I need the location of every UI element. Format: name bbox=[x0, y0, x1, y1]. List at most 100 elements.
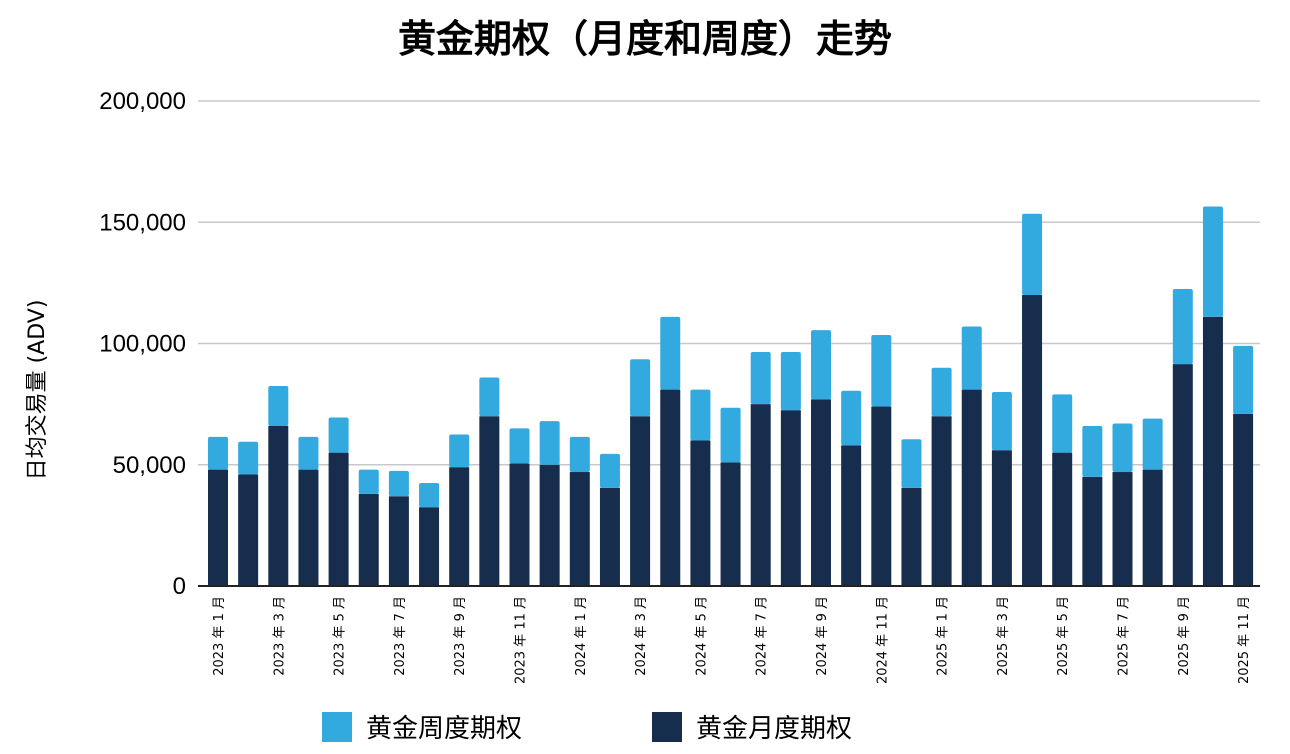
bar-weekly[interactable] bbox=[780, 351, 801, 411]
bar-monthly[interactable] bbox=[208, 469, 228, 586]
bar-weekly[interactable] bbox=[449, 434, 470, 468]
bar-weekly[interactable] bbox=[961, 326, 982, 390]
bar-weekly[interactable] bbox=[539, 421, 560, 465]
bar-weekly[interactable] bbox=[479, 377, 500, 417]
bar-monthly[interactable] bbox=[720, 462, 741, 586]
bar-weekly[interactable] bbox=[1202, 206, 1223, 317]
bar-weekly[interactable] bbox=[358, 469, 379, 494]
bar-weekly[interactable] bbox=[690, 389, 711, 441]
bar-monthly[interactable] bbox=[1052, 452, 1073, 586]
bar-monthly[interactable] bbox=[1142, 469, 1163, 586]
bar-monthly[interactable] bbox=[358, 493, 379, 586]
bar-series bbox=[208, 206, 1254, 587]
bar-monthly[interactable] bbox=[1022, 295, 1043, 586]
x-tick-label: 2023 年 11 月 bbox=[514, 596, 529, 684]
bar-monthly[interactable] bbox=[388, 496, 409, 586]
bar-monthly[interactable] bbox=[509, 463, 530, 586]
bar-weekly[interactable] bbox=[1233, 345, 1254, 414]
bar-monthly[interactable] bbox=[690, 440, 711, 587]
bar-weekly[interactable] bbox=[509, 428, 530, 464]
x-tick-label: 2024 年 3 月 bbox=[634, 596, 649, 676]
bar-monthly[interactable] bbox=[539, 464, 560, 586]
bar-weekly[interactable] bbox=[238, 441, 259, 475]
bar-monthly[interactable] bbox=[1172, 364, 1193, 586]
bar-monthly[interactable] bbox=[630, 416, 651, 586]
bar-weekly[interactable] bbox=[1142, 418, 1163, 470]
bar-monthly[interactable] bbox=[1082, 476, 1103, 586]
bar-weekly[interactable] bbox=[1172, 288, 1193, 365]
bar-monthly[interactable] bbox=[268, 425, 289, 586]
bar-weekly[interactable] bbox=[841, 390, 862, 446]
bar-weekly[interactable] bbox=[208, 436, 228, 470]
bar-weekly[interactable] bbox=[991, 392, 1012, 451]
bar-weekly[interactable] bbox=[599, 453, 620, 488]
bar-monthly[interactable] bbox=[871, 406, 892, 586]
y-tick-label: 100,000 bbox=[99, 331, 186, 358]
x-tick-label: 2025 年 1 月 bbox=[936, 596, 951, 676]
bar-monthly[interactable] bbox=[238, 474, 259, 586]
bar-weekly[interactable] bbox=[901, 439, 922, 488]
bar-weekly[interactable] bbox=[931, 367, 952, 417]
bar-monthly[interactable] bbox=[449, 467, 470, 586]
legend-item-weekly[interactable]: 黄金周度期权 bbox=[322, 708, 522, 745]
bar-monthly[interactable] bbox=[1202, 316, 1223, 586]
bar-weekly[interactable] bbox=[871, 335, 892, 407]
bar-weekly[interactable] bbox=[750, 351, 771, 405]
x-tick-label: 2024 年 1 月 bbox=[574, 596, 589, 676]
bar-weekly[interactable] bbox=[1112, 423, 1133, 473]
x-tick-label: 2023 年 5 月 bbox=[333, 596, 348, 676]
legend-label-weekly: 黄金周度期权 bbox=[366, 714, 523, 744]
legend-swatch-monthly bbox=[652, 711, 683, 742]
x-tick-label: 2024 年 5 月 bbox=[694, 596, 709, 676]
bar-weekly[interactable] bbox=[298, 436, 319, 470]
bar-monthly[interactable] bbox=[901, 487, 922, 586]
bar-weekly[interactable] bbox=[1052, 394, 1073, 453]
bar-weekly[interactable] bbox=[1022, 213, 1043, 295]
bar-monthly[interactable] bbox=[660, 389, 681, 586]
x-axis-ticks: 2023 年 1 月 2023 年 3 月 2023 年 5 月 2023 年 7 月… bbox=[212, 596, 1252, 684]
bar-monthly[interactable] bbox=[1233, 413, 1254, 586]
x-tick-label: 2023 年 9 月 bbox=[453, 596, 468, 676]
bar-monthly[interactable] bbox=[750, 404, 771, 586]
x-tick-label: 2023 年 3 月 bbox=[272, 596, 287, 676]
bar-weekly[interactable] bbox=[720, 407, 741, 463]
bar-monthly[interactable] bbox=[991, 450, 1012, 586]
bar-monthly[interactable] bbox=[1112, 472, 1133, 586]
y-tick-label: 200,000 bbox=[99, 88, 186, 115]
bar-weekly[interactable] bbox=[660, 316, 681, 390]
x-tick-label: 2024 年 9 月 bbox=[815, 596, 830, 676]
bar-weekly[interactable] bbox=[569, 436, 590, 473]
bar-monthly[interactable] bbox=[419, 507, 440, 586]
bar-weekly[interactable] bbox=[630, 359, 651, 417]
y-tick-label: 150,000 bbox=[99, 209, 186, 236]
x-tick-label: 2023 年 7 月 bbox=[393, 596, 408, 676]
bar-weekly[interactable] bbox=[419, 482, 440, 508]
x-tick-label: 2024 年 11 月 bbox=[875, 596, 890, 684]
bar-monthly[interactable] bbox=[931, 416, 952, 586]
x-tick-label: 2024 年 7 月 bbox=[755, 596, 770, 676]
x-tick-label: 2025 年 9 月 bbox=[1177, 596, 1192, 676]
x-tick-label: 2025 年 3 月 bbox=[996, 596, 1011, 676]
y-tick-label: 0 bbox=[173, 573, 186, 600]
bar-weekly[interactable] bbox=[268, 385, 289, 426]
bar-monthly[interactable] bbox=[599, 487, 620, 586]
bar-monthly[interactable] bbox=[298, 469, 319, 586]
legend-label-monthly: 黄金月度期权 bbox=[696, 714, 853, 744]
legend-item-monthly[interactable]: 黄金月度期权 bbox=[652, 708, 852, 745]
bar-weekly[interactable] bbox=[1082, 425, 1103, 477]
legend-swatch-weekly bbox=[322, 711, 352, 742]
bar-monthly[interactable] bbox=[328, 452, 349, 586]
bar-weekly[interactable] bbox=[388, 470, 409, 497]
y-axis-label: 日均交易量 (ADV) bbox=[25, 300, 50, 481]
bar-monthly[interactable] bbox=[569, 472, 590, 586]
bar-monthly[interactable] bbox=[841, 445, 862, 586]
bar-monthly[interactable] bbox=[780, 410, 801, 586]
bar-weekly[interactable] bbox=[328, 417, 349, 453]
bar-monthly[interactable] bbox=[961, 389, 982, 586]
x-tick-label: 2023 年 1 月 bbox=[212, 596, 227, 676]
bar-weekly[interactable] bbox=[811, 330, 831, 400]
bar-monthly[interactable] bbox=[479, 416, 500, 586]
x-tick-label: 2025 年 5 月 bbox=[1056, 596, 1071, 676]
bar-monthly[interactable] bbox=[811, 399, 831, 586]
